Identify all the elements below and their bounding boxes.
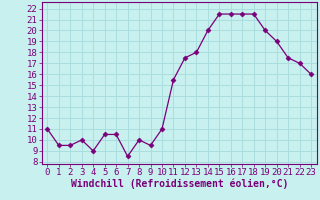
X-axis label: Windchill (Refroidissement éolien,°C): Windchill (Refroidissement éolien,°C) xyxy=(70,179,288,189)
